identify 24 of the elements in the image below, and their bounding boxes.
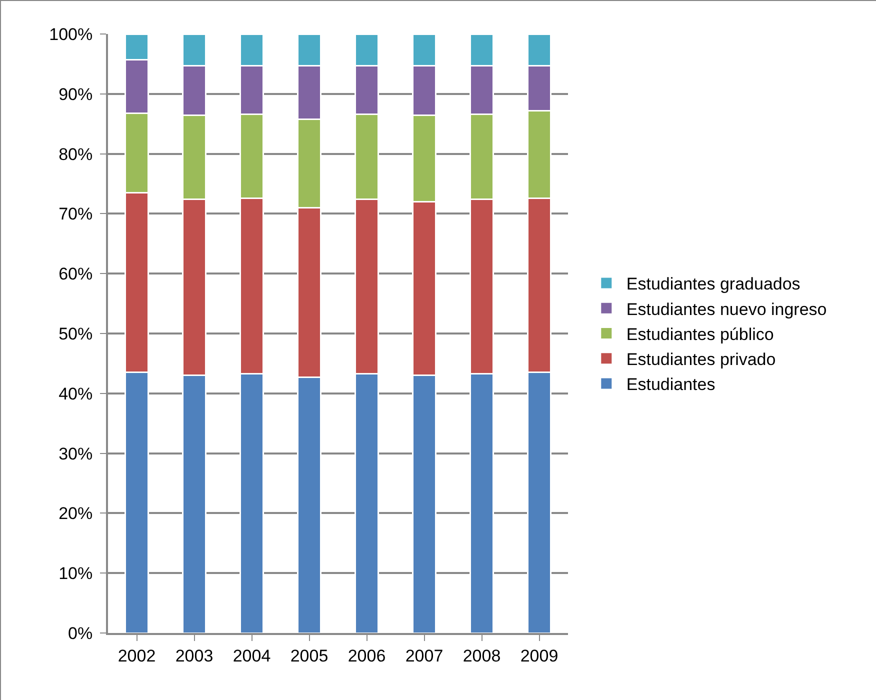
x-tick-label: 2002 (118, 646, 156, 666)
x-tick-label: 2006 (348, 646, 386, 666)
y-tick-label: 60% (58, 264, 93, 284)
x-tick-label: 2005 (290, 646, 328, 666)
legend-label: Estudiantes nuevo ingreso (626, 300, 827, 319)
y-tick-label: 100% (49, 24, 93, 44)
x-tick-label: 2004 (232, 646, 271, 666)
y-tick-label: 90% (58, 84, 93, 104)
y-tick-label: 80% (58, 144, 93, 164)
x-tick-label: 2009 (520, 646, 558, 666)
y-tick-label: 0% (68, 624, 93, 643)
y-tick-label: 10% (58, 564, 93, 584)
legend-label: Estudiantes privado (626, 350, 776, 369)
x-tick-label: 2008 (462, 646, 501, 666)
y-tick-label: 30% (58, 444, 93, 464)
y-tick-label: 40% (58, 384, 93, 404)
y-tick-label: 50% (58, 324, 93, 344)
legend-label: Estudiantes graduados (626, 274, 800, 294)
legend-label: Estudiantes público (626, 324, 774, 344)
legend-label: Estudiantes (626, 375, 716, 394)
y-tick-label: 20% (58, 504, 93, 524)
x-tick-label: 2003 (175, 646, 214, 666)
x-tick-label: 2007 (405, 646, 444, 666)
y-tick-label: 70% (58, 204, 93, 224)
